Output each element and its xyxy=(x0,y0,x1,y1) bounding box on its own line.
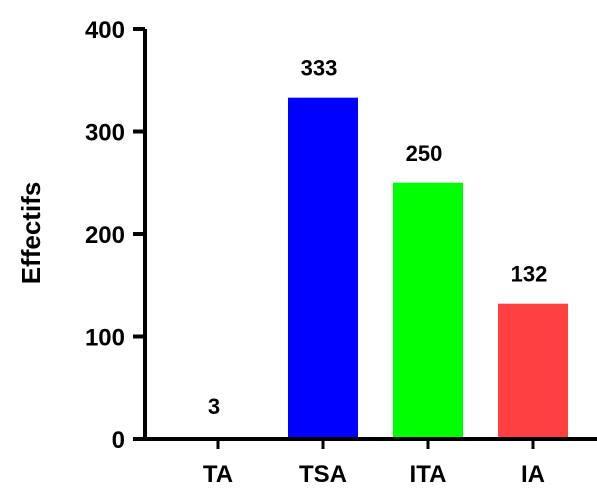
x-tick-label-tsa: TSA xyxy=(299,461,347,488)
bar-ia xyxy=(498,303,568,439)
y-tick-label-400: 400 xyxy=(85,17,125,44)
y-tick-label-100: 100 xyxy=(85,325,125,352)
y-axis-title: Effectifs xyxy=(16,182,46,285)
y-tick-label-0: 0 xyxy=(112,427,125,454)
y-tick-label-300: 300 xyxy=(85,120,125,147)
x-tick-label-ta: TA xyxy=(203,461,233,488)
bar-ita xyxy=(393,182,463,439)
y-tick-label-200: 200 xyxy=(85,222,125,249)
x-tick-label-ia: IA xyxy=(521,461,545,488)
data-label-ia: 132 xyxy=(511,262,548,287)
data-label-tsa: 333 xyxy=(301,56,338,81)
data-label-ta: 3 xyxy=(208,394,220,419)
bar-tsa xyxy=(288,97,358,440)
x-tick-label-ita: ITA xyxy=(410,461,447,488)
data-label-ita: 250 xyxy=(406,141,443,166)
